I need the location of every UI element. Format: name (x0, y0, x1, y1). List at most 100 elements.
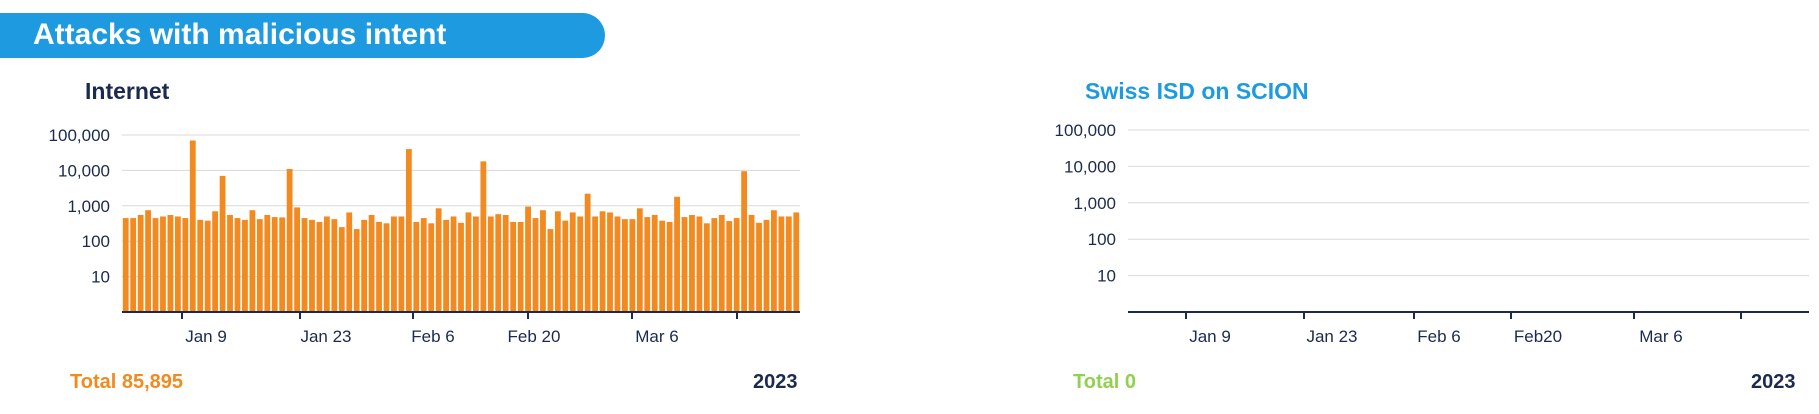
internet-chart-title: Internet (85, 78, 170, 104)
bar (651, 214, 658, 312)
bar (502, 214, 509, 312)
bar (137, 214, 144, 312)
x-tick-label: Mar 6 (1639, 327, 1682, 346)
bar (450, 216, 457, 312)
bar (242, 219, 248, 312)
bar (636, 208, 643, 312)
bar (174, 216, 181, 312)
scion-chart-title: Swiss ISD on SCION (1085, 78, 1309, 104)
bar (584, 193, 591, 312)
bar (435, 208, 442, 312)
x-tick-label: Feb 6 (411, 327, 454, 346)
bar (569, 212, 576, 312)
bar (547, 229, 554, 312)
bar (167, 214, 174, 312)
bar (316, 221, 323, 312)
bar (681, 217, 688, 312)
section-banner: Attacks with malicious intent (0, 13, 605, 58)
bar (189, 140, 196, 312)
bar (234, 218, 241, 312)
bar (763, 219, 770, 312)
bar (182, 218, 189, 312)
bar (771, 210, 777, 312)
bar (674, 196, 680, 312)
bar (428, 223, 435, 312)
bar (323, 216, 330, 312)
x-tick-label: Jan 9 (185, 327, 227, 346)
bar (622, 219, 628, 312)
bar (689, 214, 695, 312)
bar (778, 216, 785, 312)
bar (286, 168, 293, 312)
y-tick-label: 10,000 (1064, 157, 1116, 176)
y-tick-label: 1,000 (1073, 194, 1116, 213)
bar (495, 214, 502, 312)
bar (793, 212, 800, 312)
y-tick-label: 10,000 (58, 161, 110, 180)
x-tick-label: Mar 6 (635, 327, 678, 346)
bar (309, 219, 315, 312)
bar (592, 216, 599, 312)
bar (599, 211, 606, 312)
y-tick-label: 10 (1097, 267, 1116, 286)
bar (741, 171, 748, 312)
x-tick-label: Jan 23 (300, 327, 351, 346)
internet-chart: 10 100 1,000 10,000 100,000 Jan 9 Jan 23 Feb 6 F… (49, 126, 800, 346)
scion-year: 2023 (1751, 371, 1796, 393)
y-tick-label: 100,000 (1055, 121, 1116, 140)
bar (480, 161, 487, 312)
bar (249, 210, 256, 312)
bar (607, 212, 613, 312)
bar (294, 207, 300, 312)
section-title: Attacks with malicious intent (33, 18, 447, 51)
bar (152, 218, 159, 312)
x-tick-label: Feb 6 (1417, 327, 1460, 346)
bar (204, 220, 211, 312)
bar (703, 223, 710, 312)
bar (413, 221, 420, 312)
bar (510, 221, 517, 312)
bar (540, 210, 546, 312)
bar (212, 211, 219, 312)
bar (785, 216, 792, 312)
bar (733, 218, 740, 312)
x-tick-label: Jan 9 (1189, 327, 1231, 346)
bar (554, 211, 561, 312)
bar (391, 216, 397, 312)
bar (256, 219, 263, 312)
bar (361, 219, 368, 312)
y-tick-label: 100 (82, 232, 110, 251)
bar (346, 212, 353, 312)
bar (279, 217, 286, 312)
bar (145, 210, 151, 312)
internet-year: 2023 (753, 371, 798, 393)
bar (465, 212, 472, 312)
bar (353, 229, 360, 312)
x-tick-label: Feb 20 (508, 327, 561, 346)
bar (517, 221, 524, 312)
bar (711, 218, 718, 312)
bar (219, 175, 226, 312)
bar (718, 214, 725, 312)
bar (130, 218, 137, 312)
bar (659, 220, 666, 312)
y-tick-label: 100,000 (49, 126, 110, 145)
bar (383, 223, 390, 312)
bar (629, 219, 636, 312)
bar (458, 222, 464, 312)
bar (197, 219, 204, 312)
bar (420, 218, 427, 312)
bar (562, 220, 569, 312)
bar (301, 218, 308, 312)
x-tick-label: Feb20 (1514, 327, 1562, 346)
bar (271, 217, 278, 312)
x-tick-label: Jan 23 (1306, 327, 1357, 346)
bar (644, 217, 651, 312)
bar (160, 216, 166, 312)
bar (487, 216, 494, 312)
bar (726, 221, 733, 312)
y-tick-label: 1,000 (67, 197, 110, 216)
bar (696, 216, 703, 312)
bar (532, 218, 539, 312)
bar (756, 222, 762, 312)
